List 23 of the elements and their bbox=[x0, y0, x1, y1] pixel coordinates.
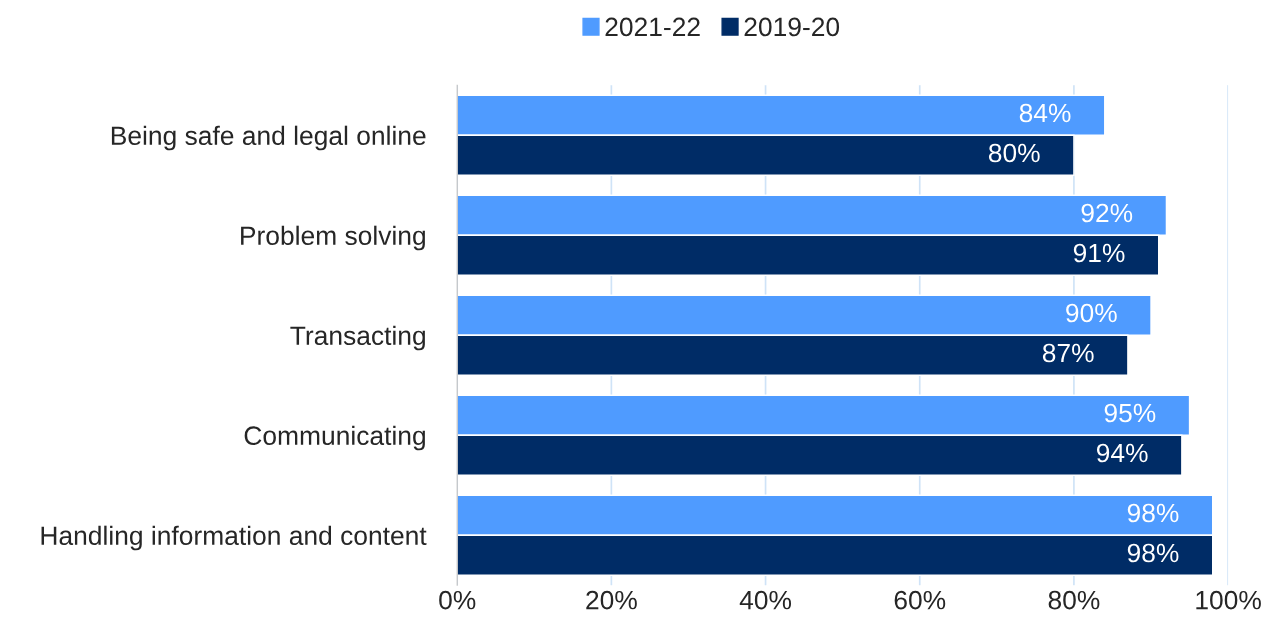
y-tick-label: Communicating bbox=[244, 425, 425, 451]
x-tick-label: 100% bbox=[1196, 590, 1261, 610]
data-label: 91% bbox=[1073, 243, 1125, 263]
x-tick-label: 0% bbox=[439, 590, 476, 610]
y-tick-label: Handling information and content bbox=[41, 525, 427, 551]
data-label: 92% bbox=[1081, 203, 1133, 223]
data-label: 84% bbox=[1019, 103, 1071, 123]
y-tick-label: Transacting bbox=[290, 325, 425, 351]
x-tick-label: 20% bbox=[586, 590, 637, 610]
data-label: 94% bbox=[1096, 443, 1148, 463]
y-tick-label: Problem solving bbox=[241, 225, 425, 251]
x-tick-label: 80% bbox=[1048, 590, 1100, 610]
legend-label: 2021-22 bbox=[605, 17, 700, 37]
legend-label: 2019-20 bbox=[744, 17, 840, 37]
y-tick-label: Being safe and legal online bbox=[111, 125, 426, 151]
data-label: 98% bbox=[1127, 503, 1179, 523]
data-label: 90% bbox=[1066, 303, 1117, 323]
data-label: 87% bbox=[1042, 343, 1094, 363]
x-tick-label: 60% bbox=[894, 590, 946, 610]
data-label: 80% bbox=[988, 143, 1040, 163]
data-label: 98% bbox=[1127, 543, 1179, 563]
x-tick-label: 40% bbox=[739, 590, 792, 610]
data-label: 95% bbox=[1104, 403, 1156, 423]
